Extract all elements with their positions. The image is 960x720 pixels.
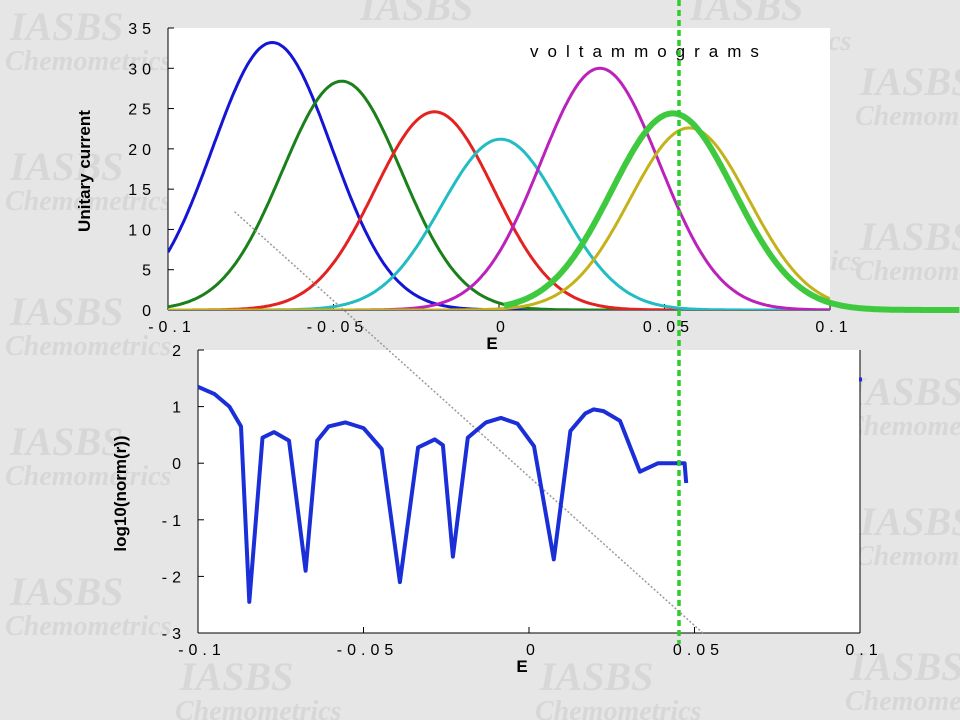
plot-area bbox=[198, 350, 860, 633]
y-tick-label: 1 bbox=[172, 400, 186, 417]
x-tick-label: 0 bbox=[526, 642, 540, 659]
voltammograms-annotation: voltammograms bbox=[530, 42, 768, 61]
y-axis-label: Unitary current bbox=[75, 110, 94, 232]
watermark-subtitle: Chemometrics bbox=[5, 331, 172, 362]
watermark-title: IASBS bbox=[849, 644, 960, 689]
watermark-subtitle: Chemometrics bbox=[845, 411, 960, 442]
watermark-title: IASBS bbox=[859, 214, 960, 259]
watermark-subtitle: Chemometrics bbox=[535, 696, 702, 720]
y-tick-label: 10 bbox=[128, 222, 156, 239]
watermark-title: IASBS bbox=[9, 144, 123, 189]
watermark-subtitle: Chemometrics bbox=[845, 686, 960, 717]
watermark-title: IASBS bbox=[9, 289, 123, 334]
x-tick-label: 0 bbox=[496, 319, 510, 336]
y-tick-label: 20 bbox=[128, 142, 156, 159]
y-tick-label: -3 bbox=[162, 626, 186, 643]
y-tick-label: 15 bbox=[128, 182, 156, 199]
watermark-subtitle: Chemometrics bbox=[5, 186, 172, 217]
residual-line bbox=[197, 384, 689, 604]
x-tick-label: 0.1 bbox=[815, 319, 852, 336]
watermark-subtitle: Chemometrics bbox=[855, 256, 960, 287]
voltammogram-line-green bbox=[168, 79, 830, 310]
x-axis-label: E bbox=[516, 657, 527, 676]
watermark-title: IASBS bbox=[179, 654, 293, 699]
y-tick-label: -2 bbox=[162, 569, 186, 586]
x-tick-label: -0.1 bbox=[148, 319, 196, 336]
x-tick-label: -0.05 bbox=[307, 319, 368, 336]
watermark-title: IASBS bbox=[359, 0, 473, 29]
watermark-title: IASBS bbox=[859, 59, 960, 104]
x-tick-label: -0.05 bbox=[337, 642, 398, 659]
right-edge-marker bbox=[859, 377, 862, 382]
watermark-title: IASBS bbox=[859, 499, 960, 544]
diagonal-guide-line bbox=[234, 211, 704, 634]
y-tick-label: -1 bbox=[162, 513, 186, 530]
voltammogram-line-olive bbox=[168, 126, 830, 310]
x-tick-label: 0.05 bbox=[673, 642, 724, 659]
x-tick-label: -0.1 bbox=[178, 642, 226, 659]
watermark-subtitle: Chemometrics bbox=[855, 541, 960, 572]
y-tick-label: 2 bbox=[172, 343, 186, 360]
y-axis-label: log10(norm(r)) bbox=[111, 435, 130, 551]
y-tick-label: 30 bbox=[128, 61, 156, 78]
x-tick-label: 0.1 bbox=[845, 642, 882, 659]
voltammogram-line-magenta bbox=[168, 66, 830, 310]
y-tick-label: 0 bbox=[142, 303, 156, 320]
series-group bbox=[168, 40, 830, 310]
watermark-subtitle: Chemometrics bbox=[5, 46, 172, 77]
watermark-title: IASBS bbox=[539, 654, 653, 699]
x-axis-label: E bbox=[486, 334, 497, 353]
watermark-title: IASBS bbox=[689, 0, 803, 29]
y-tick-label: 0 bbox=[172, 456, 186, 473]
watermark-title: IASBS bbox=[9, 569, 123, 614]
voltammogram-line-red bbox=[168, 110, 830, 310]
fitted-voltammogram-line bbox=[502, 110, 960, 313]
y-tick-label: 35 bbox=[128, 21, 156, 38]
y-tick-label: 25 bbox=[128, 102, 156, 119]
watermark-subtitle: Chemometrics bbox=[855, 101, 960, 132]
watermark-subtitle: Chemometrics bbox=[5, 611, 172, 642]
watermark-title: IASBS bbox=[849, 369, 960, 414]
watermark-subtitle: Chemometrics bbox=[175, 696, 342, 720]
watermark-title: IASBS bbox=[9, 4, 123, 49]
watermark-title: IASBS bbox=[9, 419, 123, 464]
watermark-subtitle: Chemometrics bbox=[5, 461, 172, 492]
y-tick-label: 5 bbox=[142, 263, 156, 280]
